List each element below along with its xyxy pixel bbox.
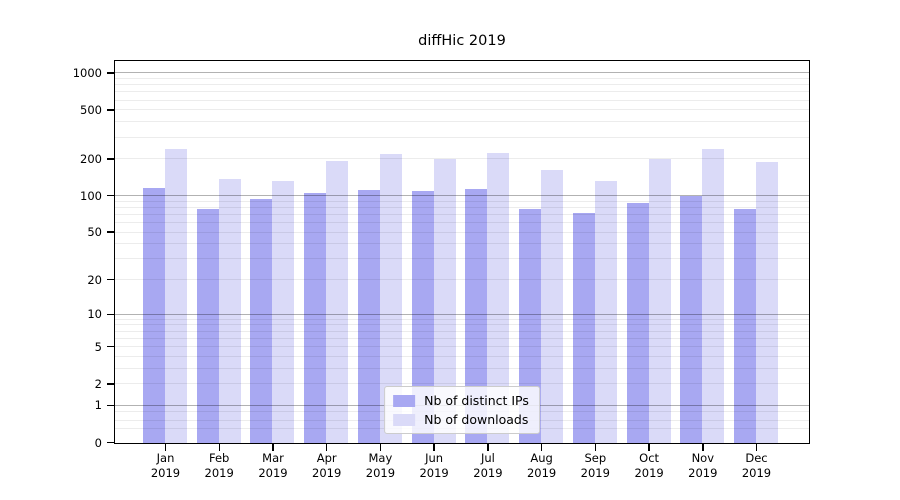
x-axis-tick [594,443,597,451]
bar-distinct-ips [357,189,380,443]
bar-distinct-ips [626,202,649,443]
bar-downloads [487,153,510,443]
y-axis-tick-label: 500 [80,102,102,117]
bar-downloads [165,149,187,443]
y-axis-tick-label: 1000 [72,65,102,80]
x-axis-month-label: Jun 2019 [419,451,449,480]
y-axis-tick-label: 0 [94,435,102,450]
y-axis-tick [107,231,114,233]
x-axis-month-label: Jan 2019 [150,451,181,480]
bar-distinct-ips [734,209,757,443]
bar-downloads [594,180,617,443]
x-axis-tick [702,443,704,451]
y-axis-tick [107,441,114,444]
bar-distinct-ips [680,196,703,443]
x-axis-tick [379,443,382,451]
x-axis-month-label: Feb 2019 [204,451,234,480]
x-axis-tick [433,443,435,451]
y-axis-tick-label: 20 [87,272,102,287]
minor-gridline [115,121,809,123]
x-axis-month-label: Dec 2019 [741,451,772,480]
bar-distinct-ips [143,187,165,443]
minor-gridline [115,136,809,138]
x-axis-tick [272,443,274,451]
y-axis-tick [107,345,114,348]
bar-downloads [648,159,671,443]
y-axis-tick [107,383,114,385]
bar-distinct-ips [572,212,595,443]
x-axis-tick [540,443,543,451]
y-axis-tick [107,109,114,111]
plot-area: Nb of distinct IPs Nb of downloads [114,60,810,444]
x-axis-tick [325,443,328,451]
bar-downloads [326,160,349,443]
bar-downloads [702,148,725,443]
minor-gridline [115,91,809,93]
x-axis-month-label: Mar 2019 [258,451,288,480]
legend-swatch-distinct-ips [393,394,416,407]
x-axis-tick [164,443,167,451]
legend-row-downloads: Nb of downloads [393,412,529,427]
bar-distinct-ips [465,189,488,443]
y-axis-tick [107,278,114,281]
bar-downloads [756,162,779,443]
bar-distinct-ips [411,191,434,443]
x-axis-tick [755,443,758,451]
minor-gridline [115,109,809,111]
y-axis-tick [107,194,114,197]
legend-row-distinct-ips: Nb of distinct IPs [393,393,529,408]
major-gridline [115,72,809,74]
y-axis-tick-label: 5 [94,339,102,354]
legend-swatch-downloads [393,413,416,426]
y-axis-tick-label: 50 [87,225,102,240]
y-axis-tick [107,72,114,74]
minor-gridline [115,84,809,86]
y-axis-tick [107,313,114,315]
x-axis-month-label: Jul 2019 [473,451,503,480]
y-axis-tick-label: 1 [94,398,102,413]
y-axis-tick-label: 10 [87,307,102,322]
minor-gridline [115,99,809,101]
x-axis-month-label: Apr 2019 [312,451,342,480]
x-axis-month-label: Nov 2019 [688,451,718,480]
bar-distinct-ips [250,199,273,443]
bar-downloads [379,154,402,443]
legend-label-distinct-ips: Nb of distinct IPs [424,393,529,408]
y-axis-tick [107,404,114,407]
x-axis-month-label: Oct 2019 [634,451,664,480]
chart-title: diffHic 2019 [418,33,506,49]
x-axis-month-label: Aug 2019 [526,451,557,480]
x-axis-tick [487,443,489,451]
x-axis-tick [648,443,650,451]
bar-distinct-ips [304,193,327,443]
bar-downloads [541,170,564,443]
y-axis-tick-label: 100 [80,188,102,203]
x-axis-month-label: Sep 2019 [580,451,610,480]
y-axis-tick-label: 200 [80,151,102,166]
legend-label-downloads: Nb of downloads [424,412,529,427]
bar-downloads [433,159,456,443]
x-axis-tick [218,443,220,451]
bar-downloads [272,180,295,443]
x-axis-month-label: May 2019 [365,451,396,480]
bar-distinct-ips [519,209,542,443]
bar-downloads [218,179,241,443]
legend: Nb of distinct IPs Nb of downloads [384,386,540,434]
bar-distinct-ips [196,209,219,443]
minor-gridline [115,78,809,79]
y-axis-tick-label: 2 [94,376,102,391]
y-axis-tick [107,158,114,160]
